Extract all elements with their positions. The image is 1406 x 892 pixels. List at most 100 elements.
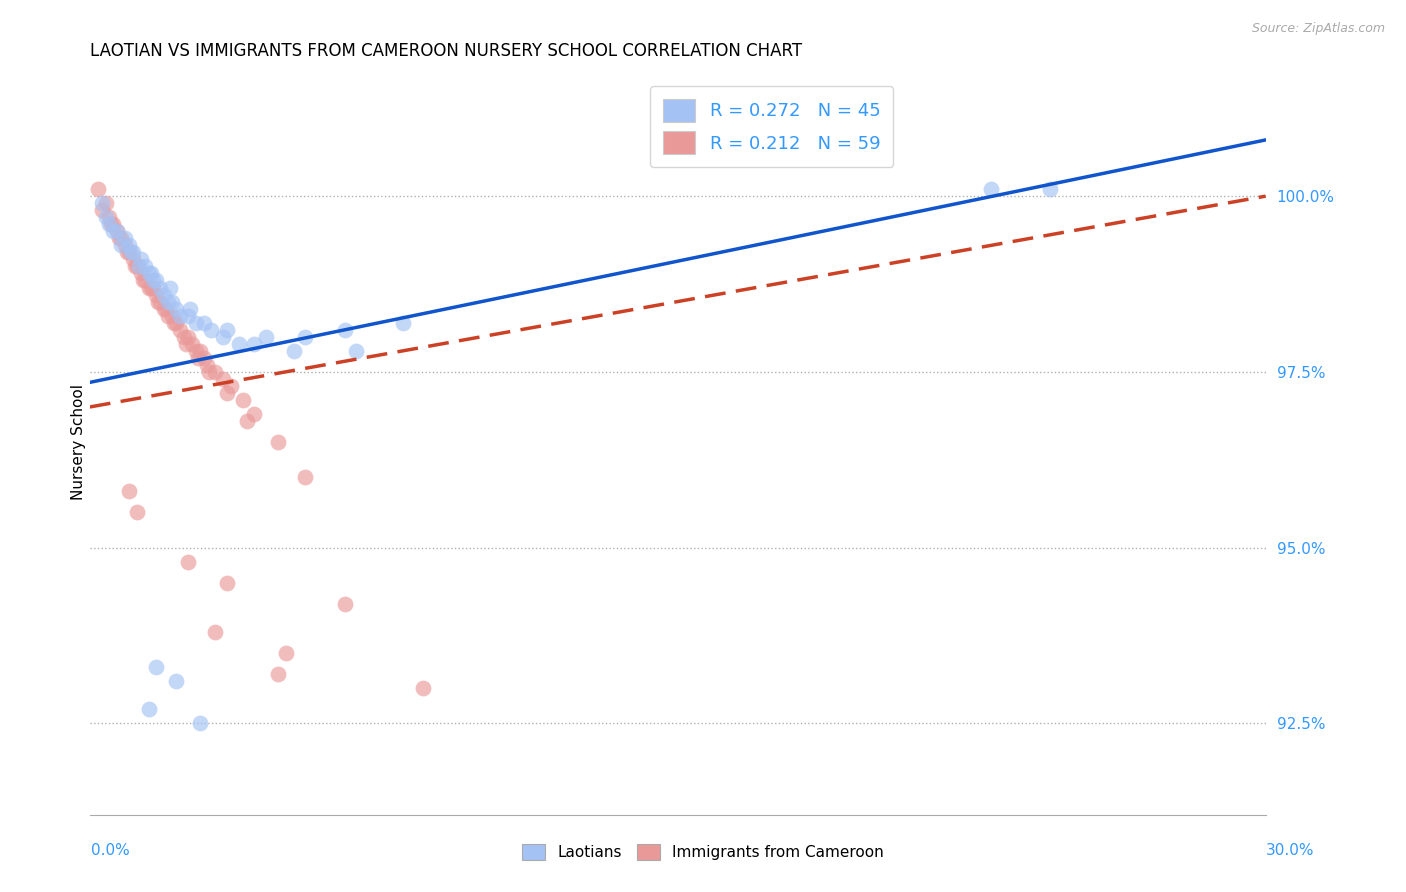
Point xyxy=(139,280,162,294)
Point xyxy=(215,385,238,400)
Point xyxy=(212,372,235,386)
Point xyxy=(165,673,187,688)
Point xyxy=(103,217,125,231)
Point xyxy=(184,316,207,330)
Point xyxy=(243,407,266,421)
Point xyxy=(228,336,250,351)
Point xyxy=(267,435,290,450)
Point xyxy=(145,287,167,301)
Point xyxy=(115,245,138,260)
Point xyxy=(153,301,176,316)
Point xyxy=(254,329,277,343)
Point xyxy=(122,252,145,267)
Point xyxy=(188,716,211,731)
Point xyxy=(125,505,148,519)
Point xyxy=(169,309,191,323)
Point xyxy=(197,358,219,372)
Point xyxy=(215,575,238,590)
Point xyxy=(232,392,254,407)
Point xyxy=(193,351,215,365)
Point xyxy=(124,260,146,274)
Point xyxy=(128,260,150,274)
Point xyxy=(98,211,121,225)
Point xyxy=(114,231,136,245)
Point xyxy=(157,294,180,309)
Point xyxy=(86,182,108,196)
Point xyxy=(173,329,195,343)
Point xyxy=(333,597,356,611)
Point xyxy=(204,365,226,379)
Point xyxy=(160,294,183,309)
Text: Source: ZipAtlas.com: Source: ZipAtlas.com xyxy=(1251,22,1385,36)
Point xyxy=(344,343,367,358)
Point xyxy=(177,309,200,323)
Point xyxy=(94,196,117,211)
Point xyxy=(110,231,132,245)
Point xyxy=(98,217,121,231)
Point xyxy=(114,238,136,252)
Point xyxy=(120,245,142,260)
Point xyxy=(235,414,257,428)
Point xyxy=(132,273,155,287)
Legend: Laotians, Immigrants from Cameroon: Laotians, Immigrants from Cameroon xyxy=(516,838,890,866)
Point xyxy=(1039,182,1062,196)
Point xyxy=(118,238,141,252)
Point xyxy=(177,555,200,569)
Point xyxy=(160,309,183,323)
Point xyxy=(138,702,160,716)
Point xyxy=(187,351,209,365)
Point xyxy=(155,301,177,316)
Point xyxy=(177,329,200,343)
Point xyxy=(142,273,165,287)
Point xyxy=(219,379,242,393)
Point xyxy=(392,316,415,330)
Point xyxy=(169,323,191,337)
Point xyxy=(165,301,187,316)
Point xyxy=(90,203,112,218)
Y-axis label: Nursery School: Nursery School xyxy=(72,384,86,500)
Point xyxy=(159,280,181,294)
Point xyxy=(184,343,207,358)
Point xyxy=(142,280,165,294)
Point xyxy=(198,365,221,379)
Point xyxy=(294,470,316,484)
Point xyxy=(129,267,152,281)
Legend: R = 0.272   N = 45, R = 0.212   N = 59: R = 0.272 N = 45, R = 0.212 N = 59 xyxy=(651,87,893,167)
Point xyxy=(94,211,117,225)
Point xyxy=(179,301,201,316)
Point xyxy=(412,681,434,695)
Point xyxy=(267,667,290,681)
Point xyxy=(153,287,176,301)
Point xyxy=(110,238,132,252)
Point xyxy=(188,343,211,358)
Point xyxy=(204,624,226,639)
Text: LAOTIAN VS IMMIGRANTS FROM CAMEROON NURSERY SCHOOL CORRELATION CHART: LAOTIAN VS IMMIGRANTS FROM CAMEROON NURS… xyxy=(90,42,801,60)
Point xyxy=(129,252,152,267)
Point xyxy=(145,273,167,287)
Point xyxy=(108,231,131,245)
Point xyxy=(134,260,156,274)
Point xyxy=(294,329,316,343)
Point xyxy=(148,294,170,309)
Point xyxy=(174,336,197,351)
Point xyxy=(283,343,305,358)
Point xyxy=(980,182,1002,196)
Point xyxy=(138,280,160,294)
Point xyxy=(157,309,180,323)
Point xyxy=(103,224,125,238)
Text: 0.0%: 0.0% xyxy=(91,843,131,858)
Point xyxy=(333,323,356,337)
Point xyxy=(149,294,172,309)
Point xyxy=(274,646,297,660)
Point xyxy=(145,660,167,674)
Point xyxy=(134,273,156,287)
Point xyxy=(215,323,238,337)
Point xyxy=(105,224,128,238)
Point xyxy=(165,316,187,330)
Point xyxy=(105,224,128,238)
Point xyxy=(138,267,160,281)
Point xyxy=(149,280,172,294)
Point xyxy=(100,217,122,231)
Text: 30.0%: 30.0% xyxy=(1267,843,1315,858)
Point xyxy=(125,260,148,274)
